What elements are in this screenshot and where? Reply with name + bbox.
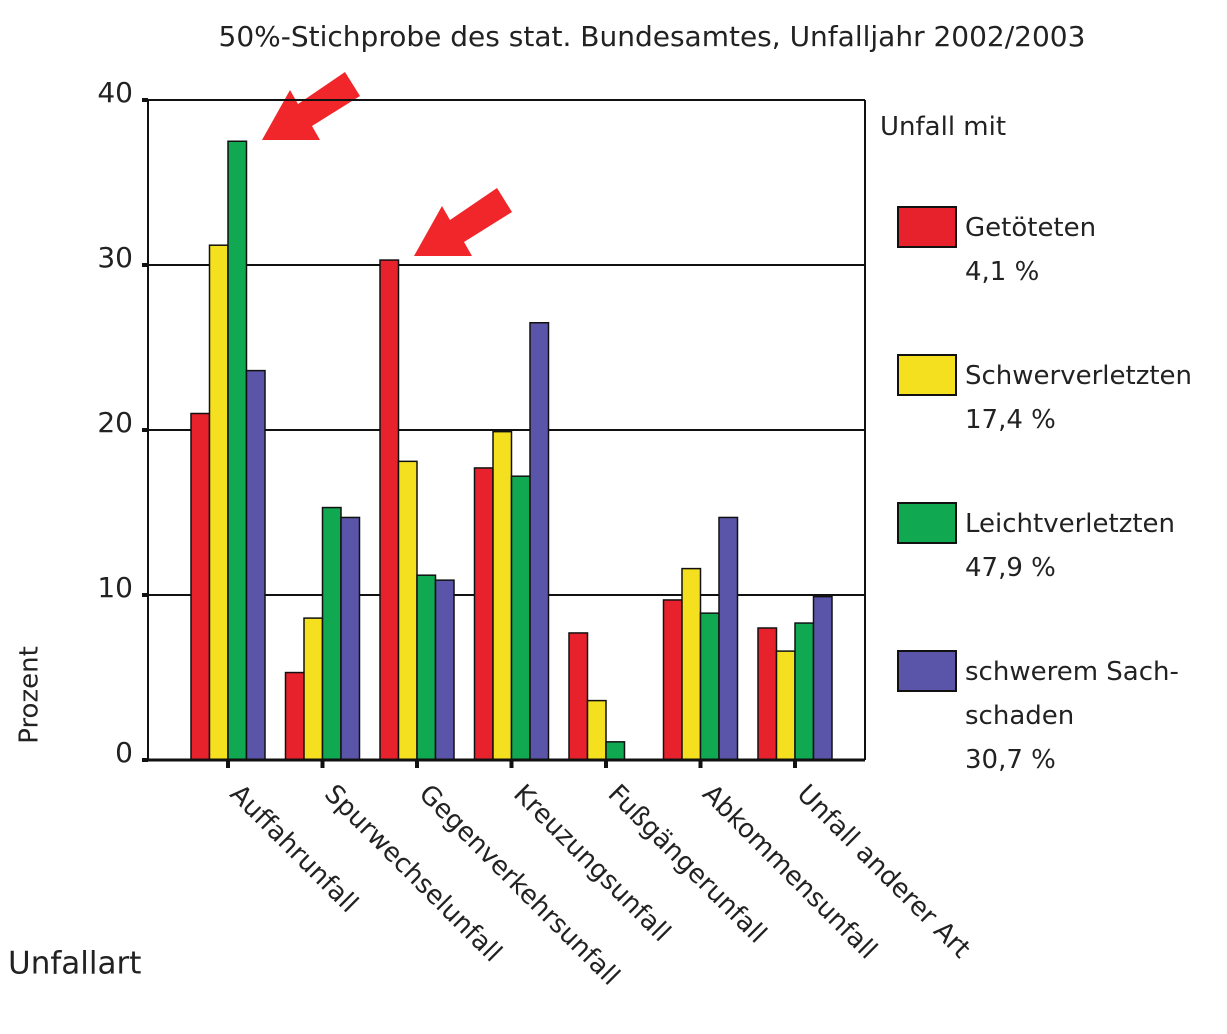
- bar: [699, 612, 720, 761]
- legend-share: 17,4 %: [965, 405, 1056, 435]
- bar: [227, 140, 248, 761]
- legend-name: Leichtverletzten: [965, 509, 1176, 539]
- y-tick-label: 30: [97, 241, 133, 274]
- legend-share: 47,9 %: [965, 553, 1056, 583]
- legend-label: Getöteten 4,1 %: [965, 206, 1227, 294]
- bar: [586, 699, 607, 761]
- bar: [245, 369, 266, 761]
- bar: [340, 516, 361, 761]
- x-tick-label: Unfall anderer Art: [791, 779, 976, 964]
- legend-name: Schwerverletzten: [965, 361, 1193, 391]
- bar: [416, 574, 437, 761]
- bar: [718, 516, 739, 761]
- bar: [510, 475, 531, 761]
- bar: [757, 627, 778, 761]
- bar: [794, 622, 815, 761]
- arrow: [414, 188, 512, 256]
- bar: [681, 567, 702, 761]
- bar: [473, 467, 494, 761]
- bar: [208, 244, 229, 761]
- bar: [379, 259, 400, 761]
- x-tick-label: Fußgängerunfall: [602, 779, 772, 949]
- legend-label: schwerem Sach-schaden 30,7 %: [965, 650, 1227, 782]
- legend-share: 30,7 %: [965, 745, 1056, 775]
- legend-label: Schwerverletzten 17,4 %: [965, 354, 1227, 442]
- legend-name: Getöteten: [965, 213, 1097, 243]
- x-tick-label: Abkommensunfall: [696, 779, 882, 965]
- bar: [812, 595, 833, 761]
- bar: [303, 617, 324, 761]
- y-axis-label: Prozent: [15, 646, 45, 744]
- y-tick-label: 10: [97, 571, 133, 604]
- bar: [284, 671, 305, 761]
- bar: [605, 741, 626, 761]
- bar: [492, 430, 513, 761]
- bar: [434, 579, 455, 761]
- plot-area: 010203040AuffahrunfallSpurwechselunfallG…: [97, 76, 976, 992]
- legend-swatch: [897, 650, 957, 692]
- legend-name: schwerem Sach-schaden: [965, 657, 1179, 731]
- x-axis-label: Unfallart: [8, 946, 141, 982]
- y-tick-label: 40: [97, 76, 133, 109]
- bar: [662, 599, 683, 761]
- bar: [190, 412, 211, 761]
- legend-swatch: [897, 206, 957, 248]
- bar: [775, 650, 796, 761]
- y-tick-label: 0: [115, 736, 133, 769]
- legend-title: Unfall mit: [880, 112, 1007, 142]
- legend-swatch: [897, 502, 957, 544]
- legend-label: Leichtverletzten 47,9 %: [965, 502, 1227, 590]
- x-tick-label: Kreuzungsunfall: [507, 779, 676, 948]
- bar: [568, 632, 589, 761]
- bar: [397, 460, 418, 761]
- chart-title: 50%-Stichprobe des stat. Bundesamtes, Un…: [219, 20, 1086, 53]
- arrow: [262, 72, 360, 140]
- bar: [529, 322, 550, 761]
- legend: Unfall mit Getöteten 4,1 % Schwerverletzte…: [880, 112, 1220, 775]
- y-tick-label: 20: [97, 406, 133, 439]
- legend-share: 4,1 %: [965, 257, 1040, 287]
- bar: [321, 506, 342, 761]
- legend-swatch: [897, 354, 957, 396]
- x-tick-label: Spurwechselunfall: [318, 779, 507, 968]
